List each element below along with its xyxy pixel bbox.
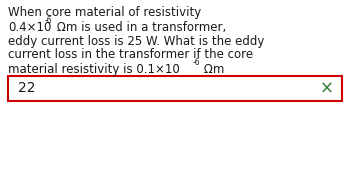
Text: Ωm is used in a transformer,: Ωm is used in a transformer, xyxy=(53,21,226,34)
Text: 0.4×10: 0.4×10 xyxy=(8,21,51,34)
Text: -6: -6 xyxy=(192,58,200,67)
Text: 22: 22 xyxy=(18,82,35,95)
Text: current loss in the transformer if the core: current loss in the transformer if the c… xyxy=(8,48,253,61)
Text: material resistivity is 0.1×10: material resistivity is 0.1×10 xyxy=(8,63,180,76)
Text: -6: -6 xyxy=(45,16,52,25)
Text: When core material of resistivity: When core material of resistivity xyxy=(8,6,201,19)
Text: Ωm: Ωm xyxy=(200,63,224,76)
Text: eddy current loss is 25 W. What is the eddy: eddy current loss is 25 W. What is the e… xyxy=(8,35,264,48)
Text: ×: × xyxy=(320,79,334,98)
Bar xyxy=(8,76,342,101)
